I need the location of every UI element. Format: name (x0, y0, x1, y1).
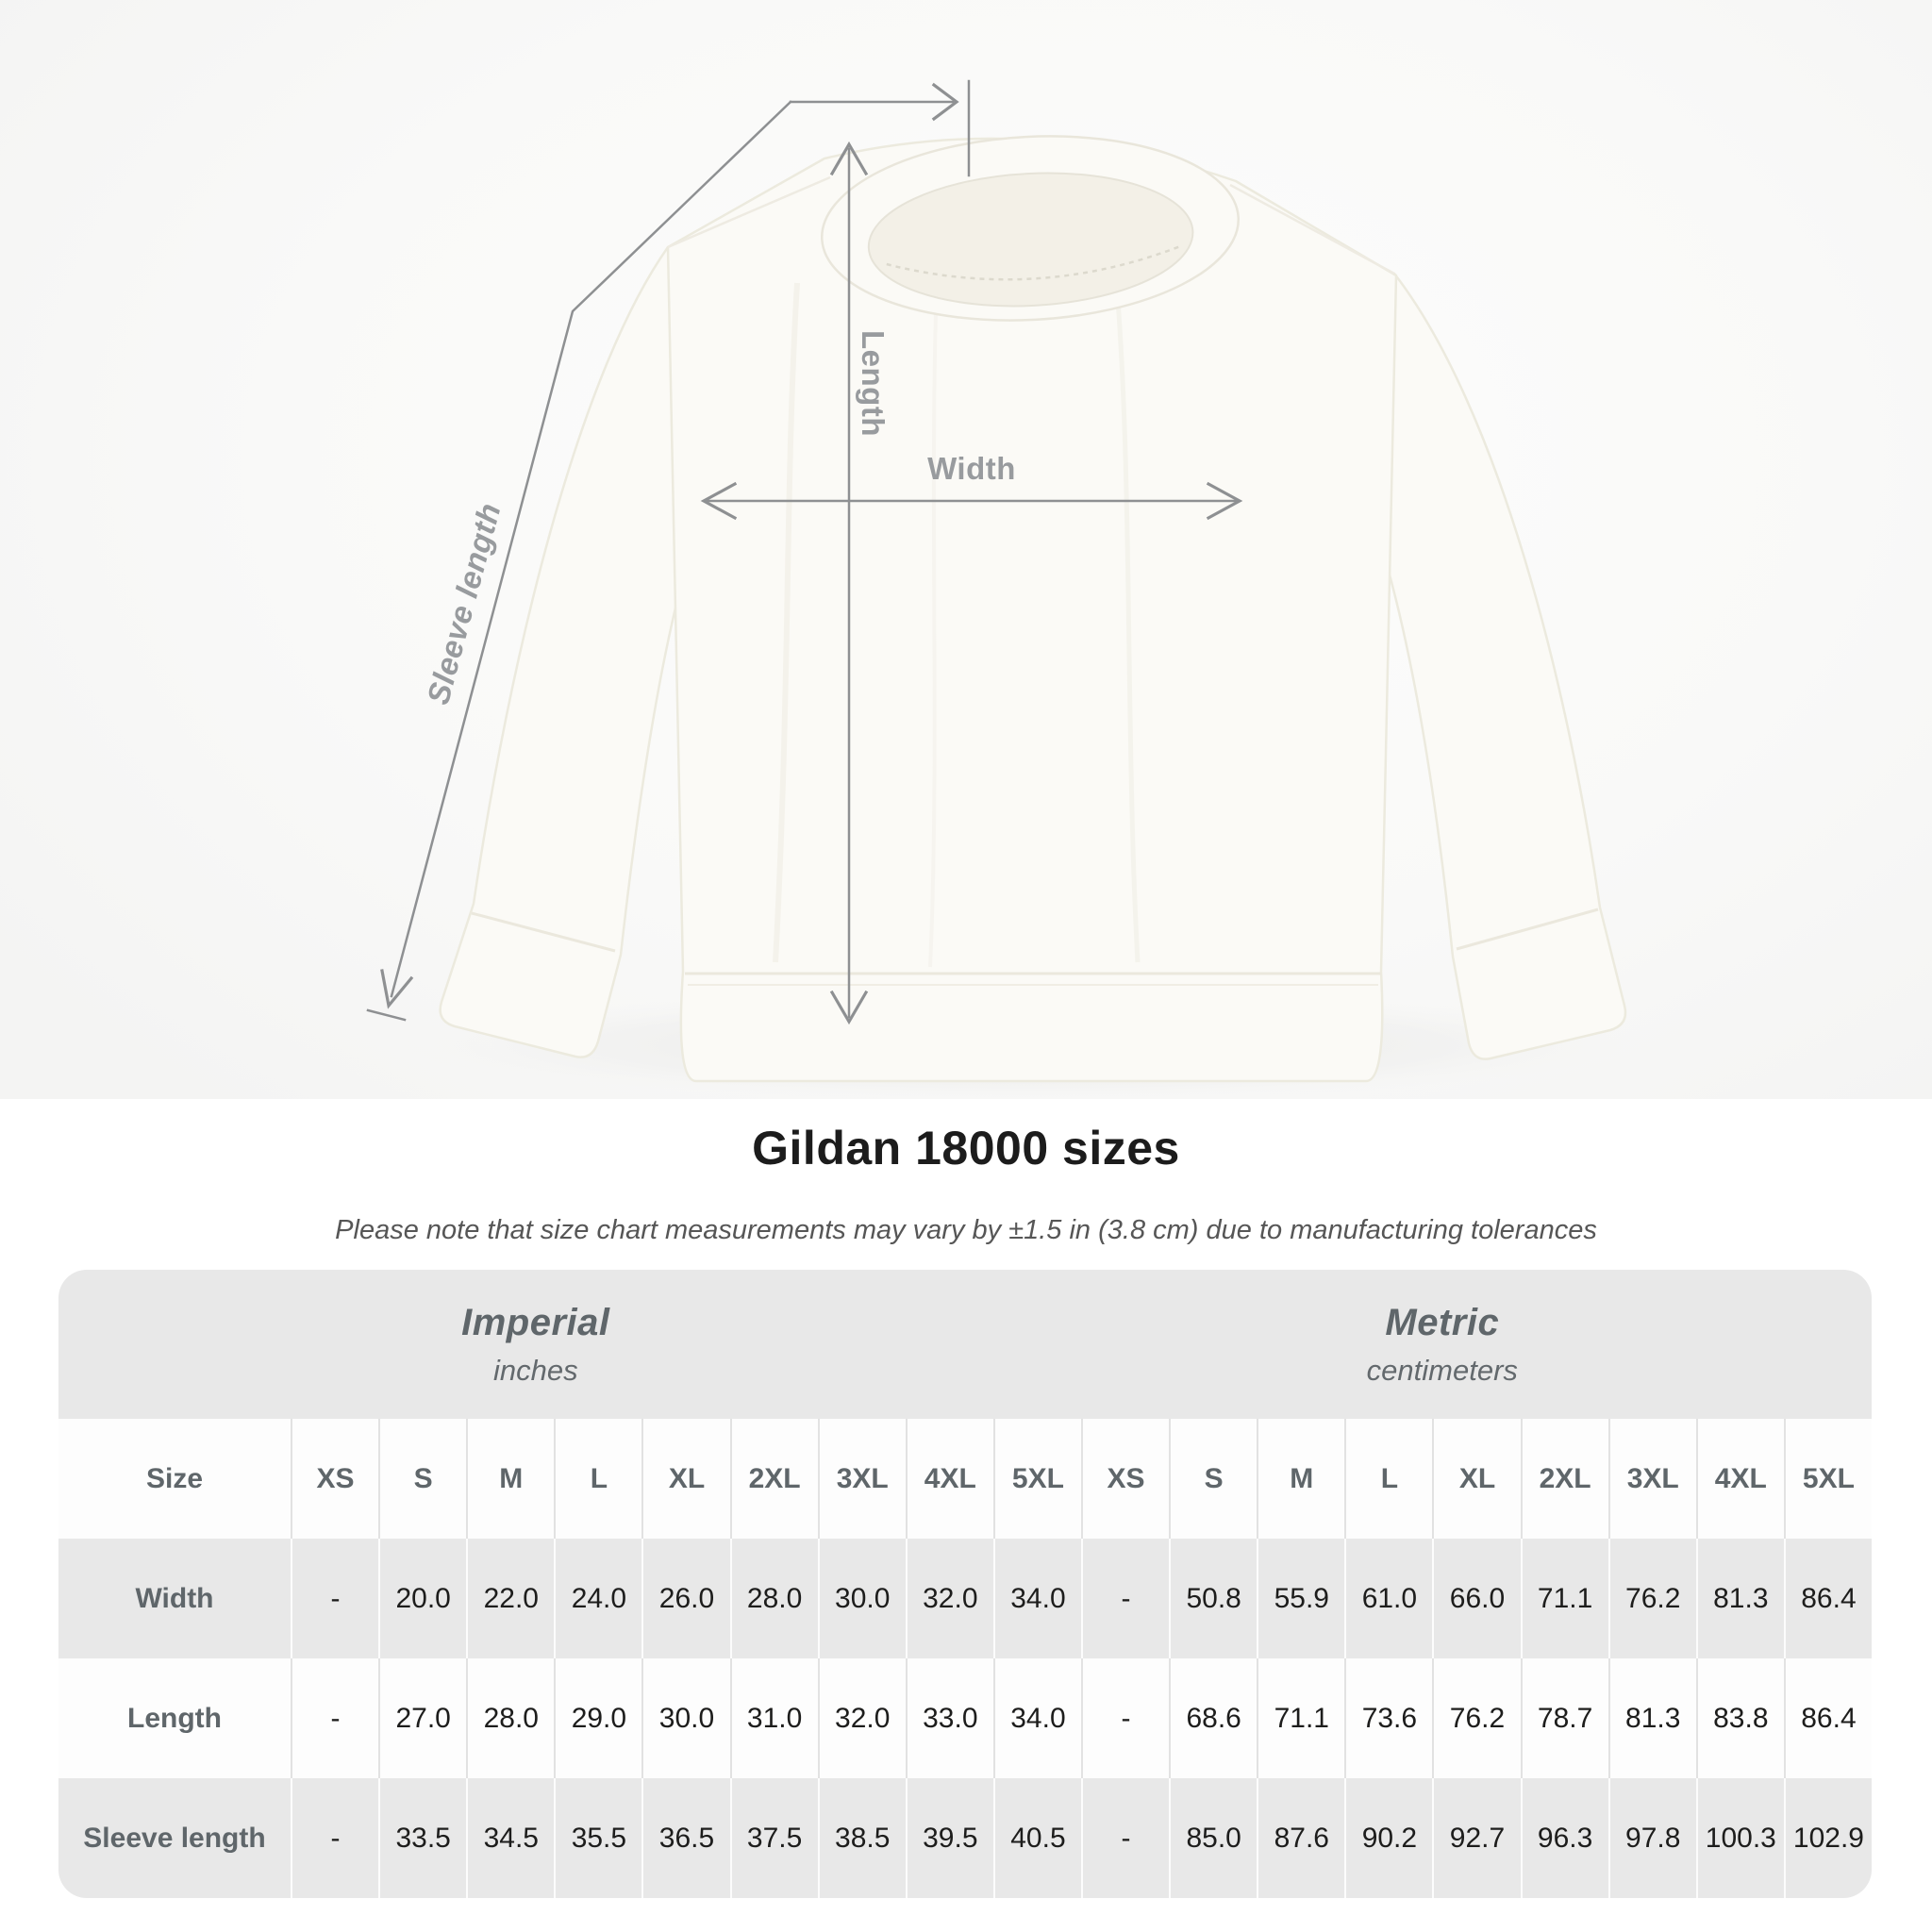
measurement-lines (366, 79, 1243, 1025)
value-imperial-8: 34.0 (992, 1539, 1081, 1658)
size-header-imperial-m: M (466, 1419, 554, 1539)
value-metric-2: 55.9 (1257, 1539, 1344, 1658)
value-imperial-0: - (291, 1778, 378, 1898)
size-header-imperial-2xl: 2XL (729, 1419, 818, 1539)
metric-group-title: Metric (1385, 1301, 1500, 1343)
metric-group-unit: centimeters (1366, 1353, 1518, 1387)
value-metric-3: 90.2 (1344, 1778, 1432, 1898)
size-header-metric-xl: XL (1432, 1419, 1520, 1539)
value-metric-8: 86.4 (1783, 1539, 1872, 1658)
value-imperial-0: - (291, 1658, 378, 1778)
value-imperial-4: 26.0 (641, 1539, 729, 1658)
sleeve-length-row: Sleeve length -33.5 34.5 35.5 36.5 37.5 38.5 39… (58, 1778, 1872, 1898)
value-metric-5: 78.7 (1520, 1658, 1608, 1778)
row-label: Sleeve length (83, 1822, 266, 1854)
value-metric-3: 73.6 (1344, 1658, 1432, 1778)
collar (820, 135, 1241, 322)
page-title: Gildan 18000 sizes (752, 1122, 1180, 1174)
sweatshirt-illustration (366, 79, 1646, 1099)
imperial-group-header: Imperial inches (58, 1302, 1013, 1388)
size-header-imperial-3xl: 3XL (817, 1419, 906, 1539)
value-imperial-1: 33.5 (378, 1778, 466, 1898)
width-measure-label: Width (927, 451, 1016, 486)
size-header-metric-m: M (1257, 1419, 1344, 1539)
value-imperial-0: - (291, 1539, 378, 1658)
value-metric-6: 76.2 (1607, 1539, 1696, 1658)
value-metric-0: - (1081, 1778, 1169, 1898)
value-metric-1: 50.8 (1169, 1539, 1257, 1658)
size-header-row: Size XS S M L XL 2XL 3XL 4XL 5XL XS S M L XL 2XL 3XL 4XL 5… (58, 1419, 1872, 1539)
value-metric-0: - (1081, 1658, 1169, 1778)
value-imperial-3: 35.5 (554, 1778, 641, 1898)
metric-group-header: Metric centimeters (1013, 1302, 1872, 1388)
length-measure-label: Length (856, 330, 891, 437)
size-column-header: Size (145, 1462, 204, 1494)
value-imperial-8: 34.0 (992, 1658, 1081, 1778)
size-header-metric-xs: XS (1081, 1419, 1169, 1539)
size-header-metric-l: L (1344, 1419, 1432, 1539)
value-metric-4: 92.7 (1432, 1778, 1520, 1898)
value-imperial-1: 27.0 (378, 1658, 466, 1778)
tolerance-note: Please note that size chart measurements… (335, 1215, 1597, 1245)
value-metric-5: 96.3 (1520, 1778, 1608, 1898)
value-imperial-1: 20.0 (378, 1539, 466, 1658)
value-imperial-5: 31.0 (729, 1658, 818, 1778)
value-imperial-2: 28.0 (466, 1658, 554, 1778)
value-imperial-4: 30.0 (641, 1658, 729, 1778)
value-metric-6: 97.8 (1607, 1778, 1696, 1898)
value-metric-7: 81.3 (1695, 1539, 1784, 1658)
size-header-metric-3xl: 3XL (1607, 1419, 1696, 1539)
value-imperial-7: 39.5 (905, 1778, 993, 1898)
row-label: Width (135, 1582, 214, 1614)
size-header-imperial-xl: XL (641, 1419, 729, 1539)
imperial-group-unit: inches (492, 1353, 578, 1387)
value-metric-7: 100.3 (1695, 1778, 1784, 1898)
value-metric-8: 86.4 (1783, 1658, 1872, 1778)
length-row: Length -27.0 28.0 29.0 30.0 31.0 32.0 33.0 34.0-… (58, 1658, 1872, 1778)
value-imperial-3: 29.0 (554, 1658, 641, 1778)
value-metric-3: 61.0 (1344, 1539, 1432, 1658)
size-header-imperial-s: S (378, 1419, 466, 1539)
value-metric-4: 66.0 (1432, 1539, 1520, 1658)
value-imperial-2: 34.5 (466, 1778, 554, 1898)
value-metric-2: 87.6 (1257, 1778, 1344, 1898)
size-header-metric-5xl: 5XL (1783, 1419, 1872, 1539)
value-imperial-6: 32.0 (817, 1658, 906, 1778)
product-diagram: Length Width Sleeve length (0, 0, 1932, 1099)
value-metric-8: 102.9 (1783, 1778, 1872, 1898)
value-imperial-8: 40.5 (992, 1778, 1081, 1898)
size-header-imperial-xs: XS (291, 1419, 378, 1539)
width-row: Width -20.0 22.0 24.0 26.0 28.0 30.0 32.0 34.0-5… (58, 1539, 1872, 1658)
size-table: Imperial inches Metric centimeters Size X… (58, 1270, 1872, 1898)
value-imperial-7: 32.0 (905, 1539, 993, 1658)
value-metric-7: 83.8 (1695, 1658, 1784, 1778)
unit-header-row: Imperial inches Metric centimeters (58, 1270, 1872, 1419)
value-imperial-2: 22.0 (466, 1539, 554, 1658)
value-imperial-6: 30.0 (817, 1539, 906, 1658)
row-label: Length (127, 1702, 222, 1734)
value-metric-1: 85.0 (1169, 1778, 1257, 1898)
value-imperial-5: 37.5 (729, 1778, 818, 1898)
value-imperial-7: 33.0 (905, 1658, 993, 1778)
size-header-metric-2xl: 2XL (1520, 1419, 1608, 1539)
value-metric-4: 76.2 (1432, 1658, 1520, 1778)
value-metric-0: - (1081, 1539, 1169, 1658)
size-header-imperial-5xl: 5XL (992, 1419, 1081, 1539)
size-header-metric-s: S (1169, 1419, 1257, 1539)
value-metric-1: 68.6 (1169, 1658, 1257, 1778)
value-imperial-6: 38.5 (817, 1778, 906, 1898)
imperial-group-title: Imperial (461, 1301, 610, 1343)
value-imperial-4: 36.5 (641, 1778, 729, 1898)
value-metric-6: 81.3 (1607, 1658, 1696, 1778)
size-header-metric-4xl: 4XL (1695, 1419, 1784, 1539)
value-imperial-5: 28.0 (729, 1539, 818, 1658)
value-metric-5: 71.1 (1520, 1539, 1608, 1658)
value-metric-2: 71.1 (1257, 1658, 1344, 1778)
value-imperial-3: 24.0 (554, 1539, 641, 1658)
size-header-imperial-4xl: 4XL (905, 1419, 993, 1539)
size-header-imperial-l: L (554, 1419, 641, 1539)
